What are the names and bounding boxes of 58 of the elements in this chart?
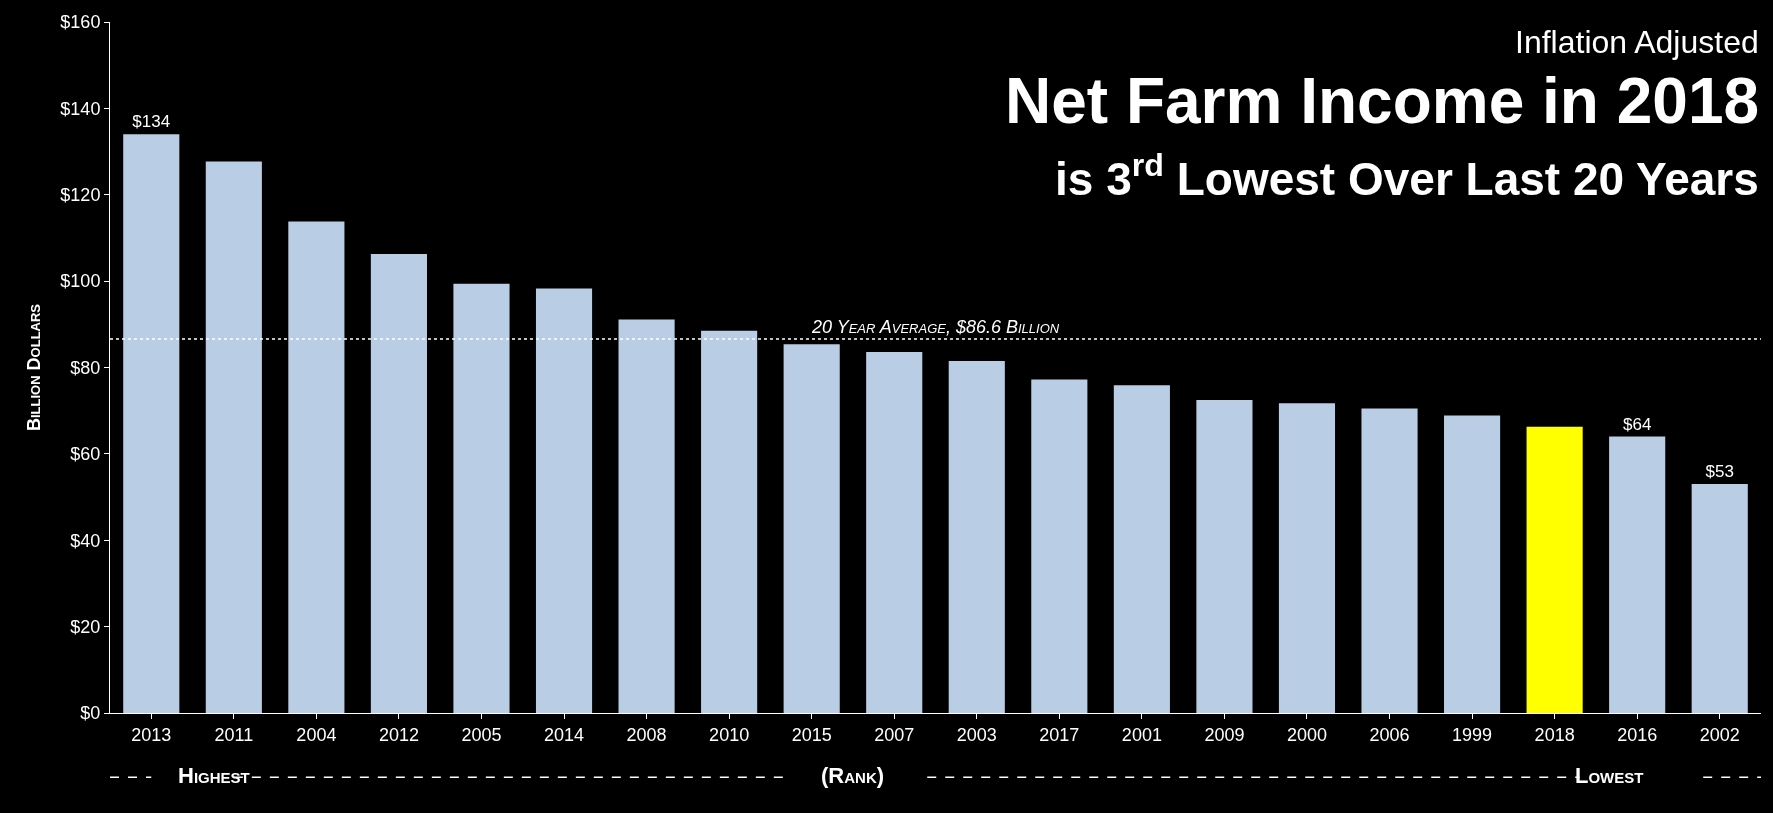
text: Lowest — [1575, 763, 1644, 788]
bar — [783, 344, 840, 713]
x-tick-label: 2016 — [1617, 724, 1658, 745]
bar — [205, 161, 262, 713]
bar — [535, 288, 593, 713]
x-tick-label: 1999 — [1452, 724, 1493, 745]
bar — [701, 330, 758, 713]
bar — [1113, 385, 1170, 713]
y-tick-label: $0 — [80, 703, 101, 724]
bar — [1196, 399, 1253, 713]
bar — [948, 361, 1005, 713]
x-tick-label: 2000 — [1286, 724, 1327, 745]
x-tick-label: 2010 — [709, 724, 750, 745]
x-tick-label: 2014 — [544, 724, 585, 745]
x-tick-label: 2011 — [214, 724, 254, 745]
bar — [1278, 403, 1336, 713]
y-tick-label: $160 — [60, 12, 101, 33]
bar — [1526, 426, 1583, 713]
x-tick-label: 2013 — [131, 724, 172, 745]
bar — [1609, 436, 1666, 713]
x-tick-label: 2003 — [956, 724, 997, 745]
x-tick-label: 2017 — [1039, 724, 1080, 745]
y-tick-label: $80 — [70, 357, 101, 378]
x-tick-label: 2002 — [1699, 724, 1740, 745]
y-tick-label: $100 — [60, 271, 101, 292]
x-tick-label: 2006 — [1369, 724, 1410, 745]
y-axis-title: Billion Dollars — [23, 303, 44, 432]
x-tick-label: 2007 — [874, 724, 915, 745]
bar — [288, 221, 345, 713]
x-tick-label: 2018 — [1534, 724, 1575, 745]
text: Highest — [178, 763, 250, 788]
bar — [1031, 379, 1088, 713]
bar — [453, 283, 510, 713]
y-tick-label: $20 — [70, 616, 101, 637]
text: (Rank) — [821, 763, 885, 788]
data-label: $134 — [132, 112, 171, 132]
data-label: $53 — [1705, 462, 1734, 482]
bar — [1361, 408, 1418, 713]
x-tick-label: 2001 — [1121, 724, 1162, 745]
text: Inflation Adjusted Net Farm Income in 2018 is 3$^{rd}$ Lowest Over Last 20 Years — [1005, 24, 1760, 206]
y-tick-label: $60 — [70, 444, 101, 465]
bar — [370, 253, 427, 713]
x-tick-label: 2004 — [296, 724, 337, 745]
y-tick-label: $40 — [70, 530, 101, 551]
y-tick-label: $120 — [60, 185, 101, 206]
bar — [1691, 484, 1748, 713]
data-label: $64 — [1622, 414, 1652, 434]
x-tick-label: 2005 — [461, 724, 502, 745]
bar — [1444, 415, 1501, 713]
bar — [618, 319, 675, 713]
x-tick-label: 2008 — [626, 724, 667, 745]
x-tick-label: 2012 — [378, 724, 419, 745]
ref-line-label: 20 Year Average, $86.6 Billion — [811, 317, 1060, 337]
bar — [123, 134, 180, 713]
bar — [866, 351, 923, 713]
x-tick-label: 2015 — [791, 724, 832, 745]
y-tick-label: $140 — [60, 98, 101, 119]
x-tick-label: 2009 — [1204, 724, 1245, 745]
